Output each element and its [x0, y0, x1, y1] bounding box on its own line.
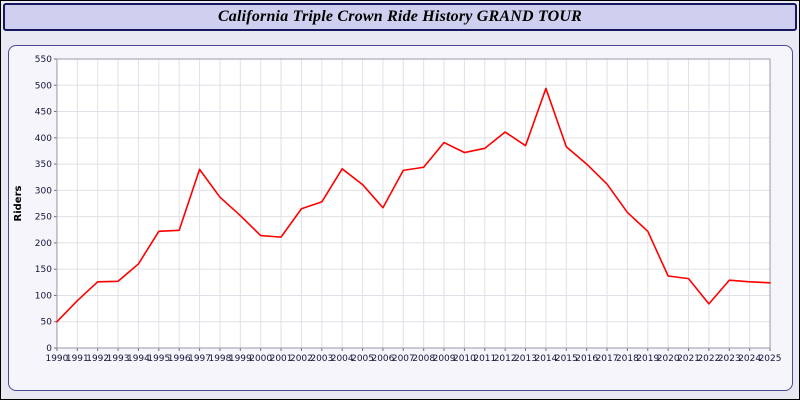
- svg-text:2012: 2012: [494, 354, 517, 364]
- svg-text:50: 50: [41, 318, 53, 328]
- svg-text:2014: 2014: [534, 354, 557, 364]
- svg-text:500: 500: [35, 81, 52, 91]
- svg-text:1994: 1994: [127, 354, 150, 364]
- plot-border: [56, 58, 771, 349]
- svg-text:1996: 1996: [168, 354, 191, 364]
- svg-text:2005: 2005: [351, 354, 374, 364]
- svg-text:1990: 1990: [46, 354, 69, 364]
- svg-text:2007: 2007: [392, 354, 415, 364]
- svg-text:2024: 2024: [738, 354, 761, 364]
- gridlines: [56, 58, 771, 349]
- svg-text:1991: 1991: [66, 354, 89, 364]
- svg-text:2002: 2002: [290, 354, 313, 364]
- svg-text:300: 300: [35, 186, 52, 196]
- svg-text:2000: 2000: [249, 354, 272, 364]
- svg-text:2013: 2013: [514, 354, 537, 364]
- svg-text:2016: 2016: [575, 354, 598, 364]
- svg-text:2004: 2004: [331, 354, 354, 364]
- svg-text:2010: 2010: [453, 354, 476, 364]
- svg-text:2009: 2009: [433, 354, 456, 364]
- svg-text:2023: 2023: [718, 354, 741, 364]
- svg-text:450: 450: [35, 108, 52, 118]
- svg-text:2025: 2025: [759, 354, 782, 364]
- svg-text:200: 200: [35, 239, 52, 249]
- svg-text:1995: 1995: [147, 354, 170, 364]
- chart-title-bar: California Triple Crown Ride History GRA…: [3, 3, 797, 31]
- svg-text:1993: 1993: [107, 354, 130, 364]
- svg-text:400: 400: [35, 134, 52, 144]
- svg-text:2006: 2006: [371, 354, 394, 364]
- svg-text:2018: 2018: [616, 354, 639, 364]
- x-axis-labels: 1990199119921993199419951996199719981999…: [46, 348, 782, 364]
- svg-text:2017: 2017: [596, 354, 619, 364]
- svg-text:2008: 2008: [412, 354, 435, 364]
- data-line: [56, 87, 771, 323]
- svg-text:2001: 2001: [270, 354, 293, 364]
- svg-text:1997: 1997: [188, 354, 211, 364]
- svg-text:2015: 2015: [555, 354, 578, 364]
- line-chart: 0501001502002503003504004505005501990199…: [13, 55, 782, 364]
- svg-text:1992: 1992: [86, 354, 109, 364]
- svg-text:150: 150: [35, 265, 52, 275]
- svg-text:1998: 1998: [209, 354, 232, 364]
- svg-text:0: 0: [46, 344, 52, 354]
- svg-text:100: 100: [35, 291, 52, 301]
- svg-text:2003: 2003: [310, 354, 333, 364]
- svg-text:350: 350: [35, 160, 52, 170]
- chart-panel: 0 50 100 150 200 250 300 350 400 450 500 550 1990 199…: [8, 45, 793, 391]
- chart-title: California Triple Crown Ride History GRA…: [217, 8, 583, 25]
- y-axis-labels: 0 50 100 150 200 250 300 350 400 450 500 550: [35, 55, 57, 354]
- svg-text:Riders: Riders: [13, 185, 24, 221]
- svg-text:250: 250: [35, 213, 52, 223]
- svg-text:2021: 2021: [677, 354, 700, 364]
- y-axis-title: Riders: [13, 185, 24, 221]
- svg-text:1999: 1999: [229, 354, 252, 364]
- svg-text:2020: 2020: [657, 354, 680, 364]
- svg-text:2011: 2011: [473, 354, 496, 364]
- svg-text:550: 550: [35, 55, 52, 65]
- svg-text:2019: 2019: [636, 354, 659, 364]
- plot-background: [56, 59, 771, 348]
- svg-text:2022: 2022: [697, 354, 720, 364]
